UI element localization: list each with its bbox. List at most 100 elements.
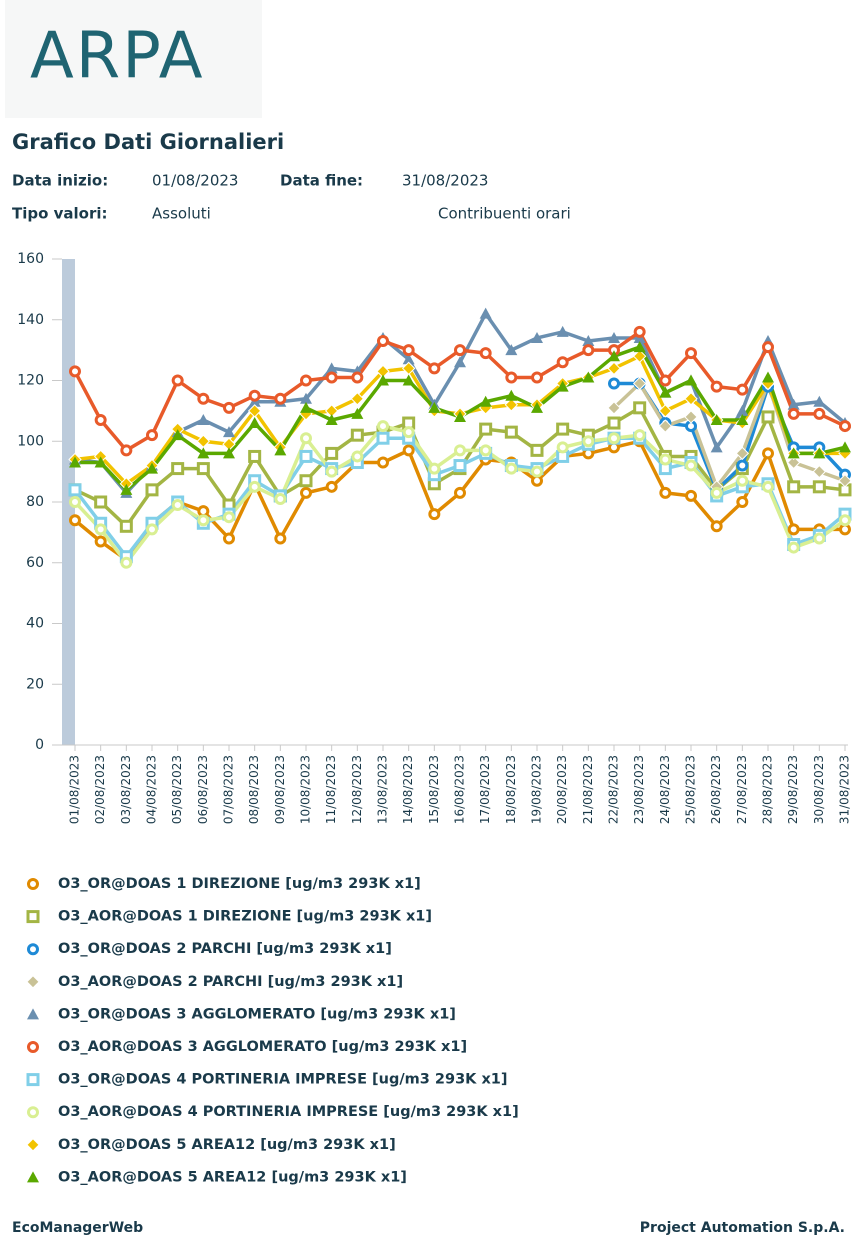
point — [454, 344, 466, 357]
point — [736, 459, 749, 472]
x-tick-label: 20/08/2023 — [555, 755, 569, 824]
point — [300, 432, 312, 445]
point — [197, 413, 210, 425]
point — [762, 480, 774, 493]
legend-marker — [27, 943, 39, 956]
x-tick-label: 08/08/2023 — [247, 755, 261, 824]
legend-label: O3_OR@DOAS 4 PORTINERIA IMPRESE [ug/m3 2… — [58, 1072, 508, 1088]
point — [710, 520, 723, 533]
point — [556, 325, 569, 337]
point — [479, 347, 492, 360]
point — [223, 401, 235, 414]
point — [736, 413, 749, 425]
point — [69, 456, 81, 468]
point — [325, 371, 338, 384]
point — [197, 447, 210, 459]
band — [62, 259, 75, 745]
point — [787, 447, 800, 459]
x-tick-label: 23/08/2023 — [632, 755, 646, 824]
point — [120, 556, 133, 569]
point — [300, 486, 312, 499]
point — [402, 353, 415, 365]
point — [659, 374, 672, 387]
x-tick-label: 10/08/2023 — [299, 755, 313, 824]
point — [325, 446, 339, 460]
end-label: Data fine: — [280, 172, 363, 190]
point — [710, 380, 723, 393]
point — [196, 462, 210, 476]
title: Grafico Dati Giornalieri — [12, 130, 284, 154]
point — [607, 416, 621, 430]
legend-label: O3_OR@DOAS 2 PARCHI [ug/m3 293K x1] — [58, 941, 392, 957]
point — [505, 462, 518, 475]
type-label: Tipo valori: — [12, 205, 108, 223]
point — [813, 395, 826, 407]
point — [428, 508, 441, 521]
point — [504, 425, 518, 439]
x-tick-label: 22/08/2023 — [607, 755, 621, 824]
point — [582, 435, 595, 448]
point — [479, 422, 493, 436]
y-tick-label: 60 — [26, 555, 44, 571]
point — [377, 420, 389, 433]
point — [94, 523, 107, 536]
x-tick-label: 13/08/2023 — [376, 755, 390, 824]
x-tick-label: 01/08/2023 — [68, 755, 82, 824]
point — [274, 532, 287, 545]
legend-marker — [27, 1171, 39, 1183]
legend-marker — [26, 1138, 40, 1152]
y-tick-label: 160 — [17, 251, 44, 267]
point — [68, 483, 82, 497]
point — [325, 413, 338, 425]
point — [531, 401, 543, 413]
point — [633, 325, 646, 338]
point — [531, 465, 543, 478]
point — [171, 374, 184, 387]
point — [556, 422, 570, 436]
point — [377, 374, 389, 386]
point — [351, 371, 364, 384]
point — [428, 362, 441, 375]
point — [146, 429, 158, 442]
point — [762, 447, 774, 460]
y-tick-label: 40 — [26, 616, 44, 632]
point — [69, 514, 81, 527]
point — [582, 344, 595, 357]
point — [299, 474, 313, 488]
start-value: 01/08/2023 — [152, 172, 238, 190]
point — [94, 413, 107, 426]
point — [736, 496, 749, 508]
x-tick-label: 07/08/2023 — [222, 755, 236, 824]
x-tick-label: 27/08/2023 — [735, 755, 749, 824]
point — [377, 335, 389, 348]
point — [736, 474, 749, 487]
point — [196, 434, 211, 448]
point — [812, 480, 826, 494]
point — [761, 410, 775, 424]
point — [274, 392, 287, 405]
point — [351, 450, 364, 463]
point — [505, 344, 518, 356]
point — [787, 407, 800, 420]
legend-label: O3_OR@DOAS 1 DIREZIONE [ug/m3 293K x1] — [58, 876, 421, 892]
footer-left: EcoManagerWeb — [12, 1220, 143, 1236]
legend-label: O3_AOR@DOAS 4 PORTINERIA IMPRESE [ug/m3 … — [58, 1104, 519, 1120]
point — [376, 431, 390, 445]
point — [300, 401, 312, 413]
point — [684, 392, 698, 406]
point — [633, 429, 646, 442]
point — [223, 532, 235, 545]
point — [556, 356, 569, 369]
x-tick-label: 11/08/2023 — [324, 755, 338, 824]
point — [685, 374, 697, 386]
legend-label: O3_AOR@DOAS 1 DIREZIONE [ug/m3 293K x1] — [58, 909, 432, 925]
y-tick-label: 100 — [17, 433, 44, 449]
point — [247, 404, 262, 418]
point — [685, 459, 697, 472]
start-label: Data inizio: — [12, 172, 108, 190]
point — [658, 419, 673, 433]
point — [531, 331, 543, 343]
end-value: 31/08/2023 — [402, 172, 488, 190]
point — [633, 401, 647, 415]
x-tick-label: 28/08/2023 — [761, 755, 775, 824]
